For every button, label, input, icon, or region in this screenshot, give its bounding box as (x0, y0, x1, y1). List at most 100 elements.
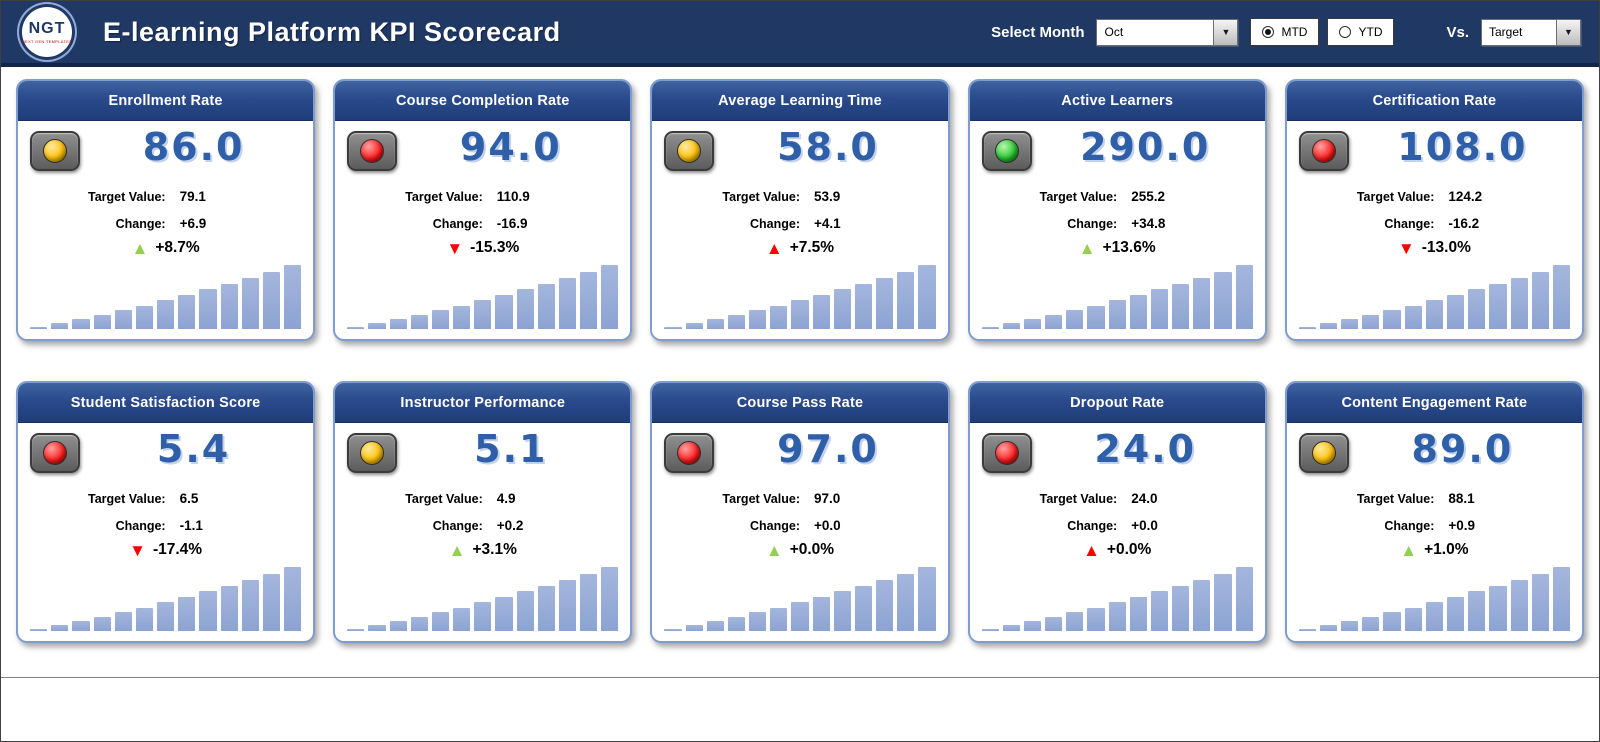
target-row: Target Value: 110.9 (335, 189, 630, 204)
sparkline-bar (347, 327, 365, 329)
target-row: Target Value: 88.1 (1287, 491, 1582, 506)
logo-subtext: NEXT GEN TEMPLATES (21, 38, 73, 44)
target-value-label: Target Value: (722, 190, 800, 204)
kpi-card-title: Course Pass Rate (736, 394, 864, 411)
kpi-card-header: Instructor Performance (335, 383, 631, 423)
sparkline-bar (1489, 283, 1507, 329)
kpi-grid: Enrollment Rate 86.0 Target Value: 79.1 … (16, 79, 1584, 643)
sparkline-bar (749, 612, 767, 631)
change-value: -16.9 (496, 216, 528, 231)
sparkline-bar (1425, 602, 1443, 631)
trend-arrow-icon: ▲ (765, 540, 783, 560)
sparkline-bar (685, 323, 703, 329)
radio-icon[interactable] (1262, 26, 1275, 38)
sparkline-bar (30, 629, 48, 631)
sparkline-bar (1468, 591, 1486, 631)
change-label: Change: (1384, 519, 1435, 533)
sparkline-bar (72, 319, 90, 329)
change-percent: +13.6% (1102, 239, 1156, 256)
kpi-card-title: Average Learning Time (718, 92, 882, 109)
change-percent: -15.3% (470, 239, 520, 256)
kpi-card-title: Enrollment Rate (108, 92, 223, 109)
sparkline-bar (1087, 607, 1105, 631)
target-value-label: Target Value: (88, 492, 166, 506)
sparkline-bar (93, 314, 111, 329)
target-value-label: Target Value: (722, 492, 800, 506)
sparkline-bar (1425, 300, 1443, 329)
sparkline-chart (981, 265, 1253, 329)
kpi-value: 97.0 (777, 427, 879, 471)
target-value: 24.0 (1131, 491, 1158, 506)
sparkline-bar (284, 567, 302, 631)
footer-divider (1, 677, 1599, 678)
sparkline-bar (347, 629, 365, 631)
month-dropdown[interactable]: Oct ▼ (1096, 18, 1239, 46)
radio-option-mtd[interactable]: MTD (1250, 18, 1320, 46)
sparkline-chart (664, 265, 936, 329)
sparkline-bar (241, 278, 259, 329)
trend-row: ▲ +1.0% (1287, 541, 1582, 559)
sparkline-bar (1235, 265, 1253, 329)
change-value: +34.8 (1131, 216, 1166, 231)
trend-row: ▲ +8.7% (18, 239, 313, 257)
traffic-light-indicator (981, 433, 1032, 473)
sparkline-bar (1319, 323, 1338, 329)
kpi-card-title: Instructor Performance (400, 394, 566, 411)
traffic-light-lamp (994, 139, 1019, 163)
kpi-card-header: Active Learners (969, 81, 1265, 121)
sparkline-bar (410, 616, 428, 631)
trend-arrow-icon: ▼ (1397, 238, 1415, 258)
trend-row: ▲ +3.1% (335, 541, 630, 559)
change-row: Change: +34.8 (970, 216, 1265, 231)
sparkline-bar (1172, 585, 1190, 631)
sparkline-bar (410, 314, 428, 329)
target-row: Target Value: 97.0 (652, 491, 947, 506)
chevron-down-icon[interactable]: ▼ (1213, 19, 1238, 45)
sparkline-bar (220, 283, 238, 329)
target-value: 124.2 (1448, 189, 1483, 204)
change-row: Change: +0.2 (335, 518, 630, 533)
sparkline-bar (1214, 271, 1232, 329)
sparkline-bar (791, 300, 809, 329)
vs-dropdown[interactable]: Target ▼ (1481, 18, 1581, 46)
traffic-light-lamp (677, 441, 702, 465)
trend-row: ▲ +0.0% (652, 541, 947, 559)
kpi-value: 5.4 (156, 427, 231, 471)
sparkline-bar (178, 294, 196, 329)
sparkline-bar (1552, 265, 1571, 329)
sparkline-bar (918, 265, 936, 329)
sparkline-bar (1552, 567, 1571, 631)
change-row: Change: +0.9 (1287, 518, 1582, 533)
radio-option-ytd[interactable]: YTD (1327, 18, 1395, 46)
target-value: 4.9 (496, 491, 516, 506)
sparkline-bar (558, 278, 577, 329)
kpi-card-header: Content Engagement Rate (1286, 383, 1582, 423)
sparkline-bar (854, 585, 873, 631)
traffic-light-indicator (30, 131, 80, 171)
vs-label: Vs. (1446, 23, 1469, 41)
change-percent: +0.0% (789, 541, 835, 558)
change-value: -16.2 (1448, 216, 1480, 231)
radio-icon[interactable] (1339, 26, 1352, 38)
trend-arrow-icon: ▲ (1400, 540, 1418, 560)
target-value-label: Target Value: (405, 190, 483, 204)
trend-arrow-icon: ▼ (129, 540, 146, 560)
sparkline-bar (368, 625, 386, 631)
kpi-card-header: Course Completion Rate (335, 81, 631, 121)
kpi-card-title: Dropout Rate (1070, 394, 1165, 411)
sparkline-bar (199, 591, 217, 631)
sparkline-bar (685, 625, 703, 631)
chevron-down-icon[interactable]: ▼ (1556, 19, 1580, 45)
sparkline-bar (1298, 327, 1316, 329)
kpi-card-title: Content Engagement Rate (1341, 394, 1528, 411)
sparkline-chart (664, 567, 936, 631)
page-title: E-learning Platform KPI Scorecard (103, 16, 561, 47)
target-value: 110.9 (496, 189, 530, 204)
target-row: Target Value: 124.2 (1287, 189, 1582, 204)
traffic-light-lamp (1311, 139, 1336, 163)
target-value-label: Target Value: (88, 190, 166, 204)
sparkline-bar (1193, 278, 1211, 329)
traffic-light-lamp (360, 139, 385, 163)
traffic-light-indicator (664, 131, 715, 171)
sparkline-chart (30, 567, 302, 631)
